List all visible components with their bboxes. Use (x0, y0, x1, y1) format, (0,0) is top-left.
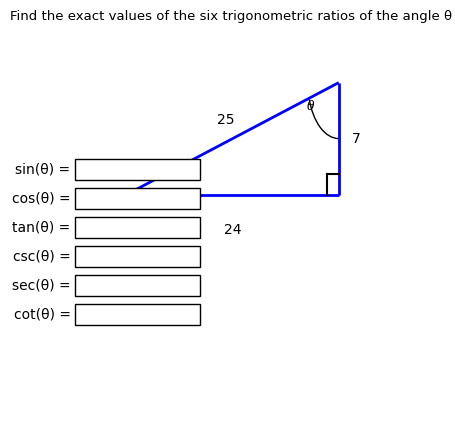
Text: 7: 7 (352, 132, 361, 145)
Text: 25: 25 (217, 113, 234, 127)
Text: Find the exact values of the six trigonometric ratios of the angle θ in the tria: Find the exact values of the six trigono… (10, 10, 455, 23)
Text: cos(θ) =: cos(θ) = (12, 191, 71, 205)
Text: sec(θ) =: sec(θ) = (12, 278, 71, 292)
Text: tan(θ) =: tan(θ) = (12, 220, 71, 234)
Text: csc(θ) =: csc(θ) = (13, 249, 71, 263)
Text: sin(θ) =: sin(θ) = (15, 162, 71, 176)
Text: θ: θ (307, 100, 314, 113)
Text: cot(θ) =: cot(θ) = (14, 307, 71, 321)
Text: 24: 24 (224, 223, 242, 237)
